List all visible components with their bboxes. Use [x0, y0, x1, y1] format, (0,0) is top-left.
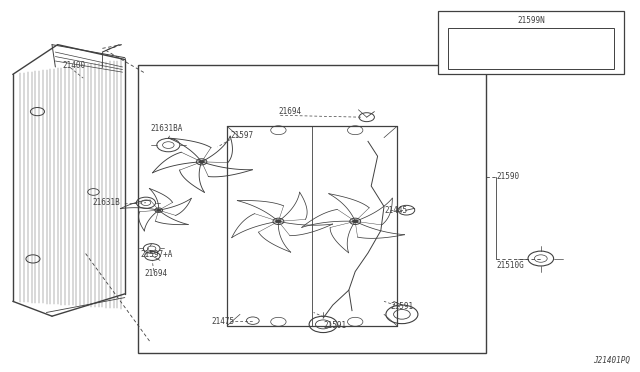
Circle shape	[199, 160, 204, 163]
Text: 21591: 21591	[323, 321, 346, 330]
Text: 21599N: 21599N	[517, 16, 545, 25]
Text: 21597+A: 21597+A	[141, 250, 173, 259]
Text: 21694: 21694	[144, 269, 167, 278]
Text: 21597: 21597	[230, 131, 253, 140]
Text: J21401PQ: J21401PQ	[593, 356, 630, 365]
Text: 21510G: 21510G	[496, 262, 524, 270]
Text: 21400: 21400	[62, 61, 85, 70]
Text: 21475: 21475	[211, 317, 234, 326]
Text: 21445: 21445	[384, 206, 407, 215]
Text: 21590: 21590	[496, 172, 519, 181]
Circle shape	[353, 220, 358, 223]
Bar	[448, 28, 614, 69]
Text: 21631B: 21631B	[93, 198, 120, 207]
Text: 21631BA: 21631BA	[150, 124, 183, 133]
Text: 21694: 21694	[278, 107, 301, 116]
Bar	[438, 11, 624, 74]
Text: 21591: 21591	[390, 302, 413, 311]
Bar	[138, 65, 486, 353]
Circle shape	[276, 220, 281, 223]
Circle shape	[157, 209, 161, 211]
